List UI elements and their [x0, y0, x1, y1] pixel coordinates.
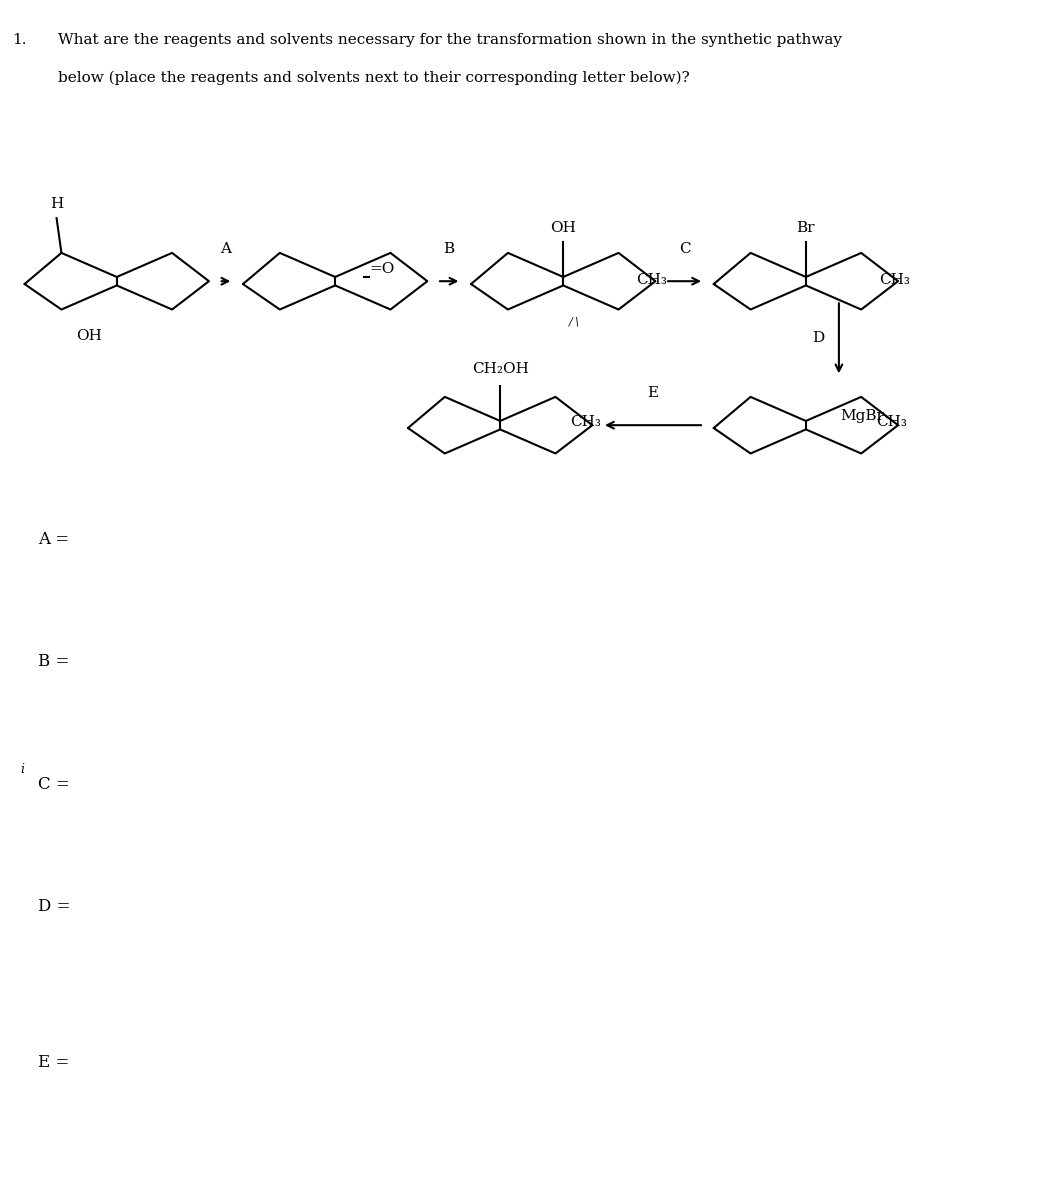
Text: Br: Br [796, 221, 815, 236]
Text: D: D [812, 332, 824, 346]
Text: B: B [443, 243, 455, 257]
Text: i: i [21, 764, 25, 777]
Text: What are the reagents and solvents necessary for the transformation shown in the: What are the reagents and solvents neces… [57, 33, 842, 47]
Text: B =: B = [38, 654, 70, 670]
Text: CH₃: CH₃ [570, 414, 601, 429]
Text: OH: OH [550, 221, 576, 236]
Text: C: C [679, 243, 690, 257]
Text: =O: =O [370, 262, 394, 276]
Text: MgBr: MgBr [840, 408, 883, 423]
Text: E =: E = [38, 1054, 70, 1072]
Text: CH₂OH: CH₂OH [471, 362, 528, 377]
Text: D =: D = [38, 899, 71, 915]
Text: 1.: 1. [11, 33, 26, 47]
Text: A =: A = [38, 530, 70, 548]
Text: / \: / \ [570, 316, 580, 327]
Text: A: A [220, 243, 231, 257]
Text: H: H [50, 198, 63, 211]
Text: OH: OH [76, 329, 102, 343]
Text: CH₃: CH₃ [879, 272, 909, 287]
Text: C =: C = [38, 777, 70, 793]
Text: below (place the reagents and solvents next to their corresponding letter below): below (place the reagents and solvents n… [57, 71, 689, 85]
Text: E: E [648, 386, 658, 400]
Text: CH₃: CH₃ [876, 414, 906, 429]
Text: CH₃: CH₃ [636, 272, 666, 287]
